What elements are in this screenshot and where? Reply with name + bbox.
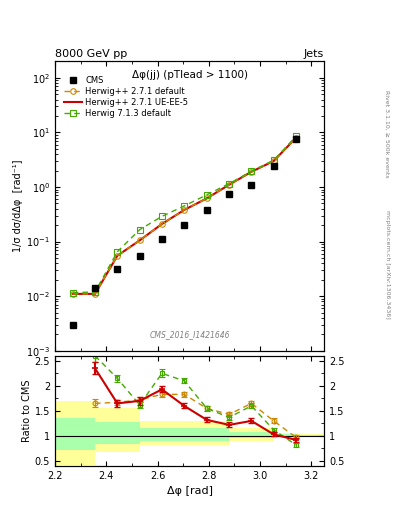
CMS — [93, 285, 97, 291]
Herwig 7.1.3 default — [182, 203, 187, 209]
Herwig++ 2.7.1 default — [204, 195, 209, 201]
Herwig 7.1.3 default — [160, 214, 164, 220]
Herwig++ 2.7.1 default — [70, 291, 75, 297]
Herwig 7.1.3 default — [70, 290, 75, 296]
Herwig++ 2.7.1 UE-EE-5 — [204, 195, 209, 201]
Text: Rivet 3.1.10, ≥ 500k events: Rivet 3.1.10, ≥ 500k events — [385, 90, 389, 178]
Line: Herwig++ 2.7.1 UE-EE-5: Herwig++ 2.7.1 UE-EE-5 — [73, 138, 296, 294]
Herwig++ 2.7.1 UE-EE-5 — [249, 169, 254, 175]
Text: Δφ(jj) (pTlead > 1100): Δφ(jj) (pTlead > 1100) — [132, 70, 248, 80]
Herwig++ 2.7.1 default — [249, 169, 254, 175]
CMS — [115, 266, 120, 272]
CMS — [70, 322, 75, 328]
Text: mcplots.cern.ch [arXiv:1306.3436]: mcplots.cern.ch [arXiv:1306.3436] — [385, 209, 389, 318]
Herwig 7.1.3 default — [137, 227, 142, 233]
CMS — [137, 253, 142, 259]
Herwig++ 2.7.1 default — [115, 253, 120, 259]
Herwig++ 2.7.1 UE-EE-5 — [160, 221, 164, 227]
Herwig++ 2.7.1 UE-EE-5 — [227, 182, 231, 188]
CMS — [271, 163, 276, 169]
Line: CMS: CMS — [70, 136, 299, 328]
Line: Herwig++ 2.7.1 default: Herwig++ 2.7.1 default — [70, 135, 299, 296]
CMS — [249, 182, 254, 188]
Herwig++ 2.7.1 UE-EE-5 — [137, 238, 142, 244]
CMS — [294, 136, 298, 142]
Herwig++ 2.7.1 default — [137, 238, 142, 244]
Herwig++ 2.7.1 default — [271, 158, 276, 164]
Herwig 7.1.3 default — [93, 289, 97, 295]
Y-axis label: Ratio to CMS: Ratio to CMS — [22, 379, 32, 442]
Herwig 7.1.3 default — [271, 157, 276, 163]
Herwig++ 2.7.1 default — [93, 291, 97, 297]
CMS — [227, 191, 231, 197]
Text: CMS_2016_I1421646: CMS_2016_I1421646 — [149, 330, 230, 339]
Legend: CMS, Herwig++ 2.7.1 default, Herwig++ 2.7.1 UE-EE-5, Herwig 7.1.3 default: CMS, Herwig++ 2.7.1 default, Herwig++ 2.… — [62, 74, 190, 120]
Herwig++ 2.7.1 default — [160, 221, 164, 227]
Herwig++ 2.7.1 UE-EE-5 — [271, 158, 276, 164]
Herwig++ 2.7.1 default — [294, 135, 298, 141]
CMS — [182, 222, 187, 228]
Herwig++ 2.7.1 default — [227, 182, 231, 188]
Text: Jets: Jets — [304, 49, 324, 59]
Herwig++ 2.7.1 UE-EE-5 — [93, 291, 97, 297]
Herwig++ 2.7.1 UE-EE-5 — [70, 291, 75, 297]
CMS — [160, 236, 164, 242]
Herwig++ 2.7.1 UE-EE-5 — [115, 253, 120, 259]
Herwig 7.1.3 default — [294, 133, 298, 139]
Text: 8000 GeV pp: 8000 GeV pp — [55, 49, 127, 59]
Herwig++ 2.7.1 default — [182, 207, 187, 213]
Y-axis label: 1/σ dσ/dΔφ  [rad⁻¹]: 1/σ dσ/dΔφ [rad⁻¹] — [13, 160, 24, 252]
X-axis label: Δφ [rad]: Δφ [rad] — [167, 486, 213, 496]
Herwig 7.1.3 default — [249, 168, 254, 174]
Herwig 7.1.3 default — [204, 191, 209, 198]
Herwig 7.1.3 default — [115, 249, 120, 255]
CMS — [204, 207, 209, 213]
Herwig++ 2.7.1 UE-EE-5 — [182, 207, 187, 213]
Herwig++ 2.7.1 UE-EE-5 — [294, 135, 298, 141]
Line: Herwig 7.1.3 default: Herwig 7.1.3 default — [70, 134, 299, 295]
Herwig 7.1.3 default — [227, 181, 231, 187]
